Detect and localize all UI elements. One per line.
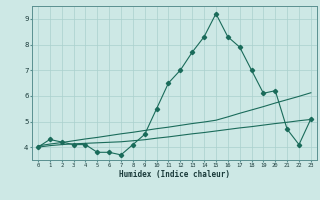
X-axis label: Humidex (Indice chaleur): Humidex (Indice chaleur) bbox=[119, 170, 230, 179]
